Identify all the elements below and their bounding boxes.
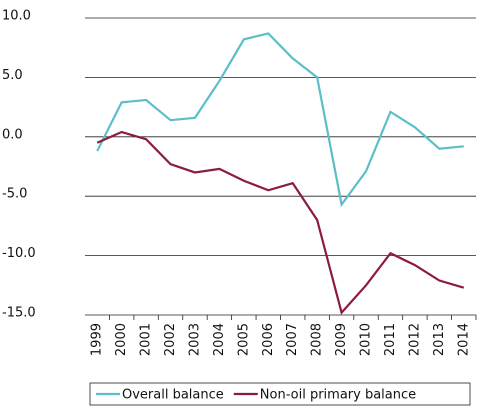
x-tick-label: 2010: [359, 323, 374, 356]
line-series: [96, 32, 464, 208]
line-series: [96, 130, 465, 315]
x-tick-label: 2009: [334, 323, 349, 356]
y-tick-label: -10.0: [2, 246, 36, 261]
x-tick-label: 2001: [139, 323, 154, 356]
x-tick-label: 2006: [261, 323, 276, 356]
x-tick-label: 2002: [163, 323, 178, 356]
x-tick-label: 1999: [90, 323, 105, 356]
x-tick-label: 2000: [114, 323, 129, 356]
x-tick-label: 2011: [383, 323, 398, 356]
x-tick-label: 2004: [212, 323, 227, 356]
x-tick-label: 2005: [236, 323, 251, 356]
legend-label: Non-oil primary balance: [260, 388, 416, 403]
y-tick-label: 5.0: [2, 68, 23, 83]
x-tick-label: 2014: [456, 323, 471, 356]
x-tick-label: 2012: [407, 323, 422, 356]
x-tick-label: 2008: [310, 323, 325, 356]
y-tick-label: 0.0: [2, 127, 23, 142]
x-tick-label: 2003: [187, 323, 202, 356]
x-tick-label: 2007: [285, 323, 300, 356]
legend-box: [89, 382, 471, 406]
y-tick-label: -15.0: [2, 306, 36, 321]
x-tick-label: 2013: [432, 323, 447, 356]
y-tick-label: -5.0: [2, 187, 27, 202]
y-tick-label: 10.0: [2, 9, 31, 24]
legend-label: Overall balance: [122, 388, 224, 403]
